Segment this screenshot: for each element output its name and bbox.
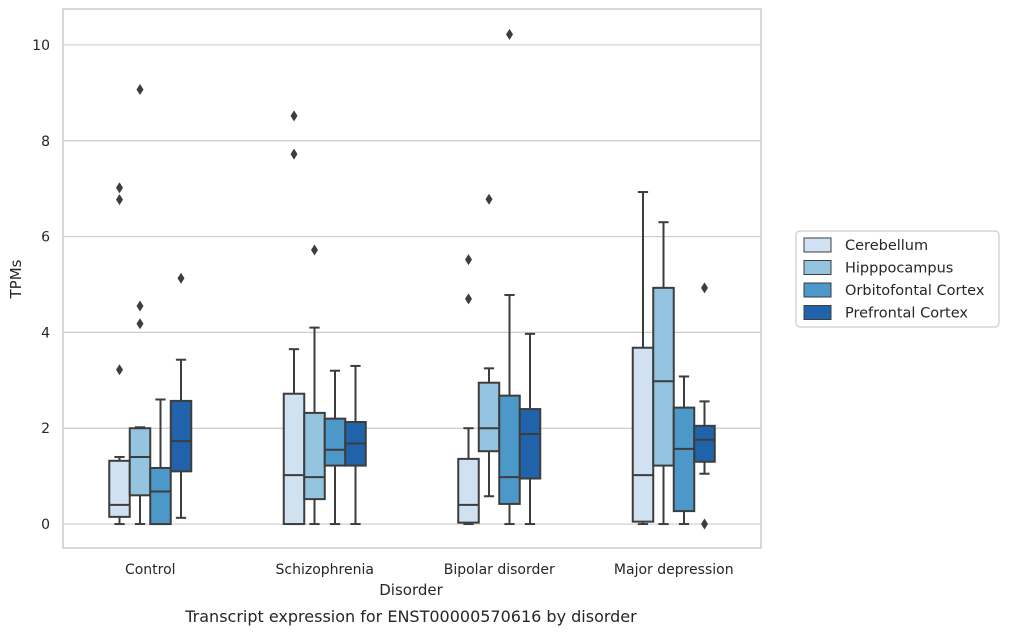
legend-label: Hipppocampus [845,261,953,277]
box [672,375,696,526]
outlier-point [136,300,144,312]
box [169,272,193,519]
box-iqr [477,381,501,453]
outlier-point [116,194,123,206]
y-tick-label: 8 [41,134,50,150]
outlier-point [701,518,708,530]
legend-item: Cerebellum [803,237,928,254]
outlier-point [136,318,144,330]
legend-item: Prefrontal Cortex [803,305,968,322]
box-iqr [282,392,306,526]
chart-caption: Transcript expression for ENST0000057061… [184,607,637,626]
legend-swatch [803,282,832,298]
outlier-point [177,272,185,284]
box [652,221,675,526]
box [477,193,501,498]
box [344,364,367,526]
box [128,83,152,526]
legend-label: Orbitofontal Cortex [845,283,985,299]
box-iqr [169,399,193,473]
box [282,110,306,526]
outlier-point [701,282,708,294]
category-group [282,110,367,526]
box-iqr [498,394,521,505]
outlier-point [116,182,123,194]
box [323,369,347,526]
box-iqr [128,427,152,497]
category-group [108,83,193,526]
y-tick-label: 6 [41,230,50,246]
box [498,28,521,526]
box [631,191,655,526]
y-tick-labels: 0 2 4 6 8 10 [32,38,50,533]
legend: Cerebellum Hipppocampus Orbitofontal Corte… [795,230,1000,328]
box [693,282,716,530]
legend-label: Prefrontal Cortex [845,306,968,322]
outlier-point [136,83,144,95]
outlier-point [506,28,513,40]
y-tick-label: 10 [32,38,50,54]
box-iqr [303,411,326,501]
box-iqr [693,424,716,463]
y-tick-label: 0 [41,517,50,533]
box-iqr [631,346,655,523]
box [303,244,326,526]
box-iqr [518,408,542,480]
box-iqr [149,466,172,526]
x-tick-label: Bipolar disorder [444,562,555,578]
box-iqr [457,457,480,524]
box-plot-groups [108,28,716,530]
outlier-point [465,254,472,266]
box [108,182,131,526]
category-group [457,28,542,526]
plot-frame [62,8,762,549]
box-iqr [652,286,675,467]
x-tick-label: Major depression [614,562,734,578]
y-tick-label: 4 [41,325,50,341]
legend-item: Orbitofontal Cortex [803,282,985,299]
box-iqr [323,417,347,467]
box [149,398,172,526]
y-tick-label: 2 [41,421,50,437]
x-tick-labels: Control Schizophrenia Bipolar disorder Majo… [125,562,734,578]
outlier-point [311,244,318,256]
legend-frame [795,230,1000,328]
legend-swatch [803,237,832,253]
outlier-point [465,293,472,305]
legend-item: Hipppocampus [803,260,953,277]
x-axis-label: Disorder [379,581,443,599]
box [457,254,480,526]
legend-label: Cerebellum [845,238,928,254]
box-iqr [672,406,696,513]
legend-swatch [803,305,832,320]
y-axis-label: TPMs [7,259,25,299]
box [518,332,542,526]
legend-swatch [803,260,832,275]
outlier-point [485,193,493,205]
category-group [631,191,716,530]
x-tick-label: Schizophrenia [276,562,374,578]
outlier-point [290,148,298,160]
x-tick-label: Control [125,562,176,578]
outlier-point [290,110,298,122]
box-iqr [108,459,131,518]
outlier-point [116,364,123,376]
